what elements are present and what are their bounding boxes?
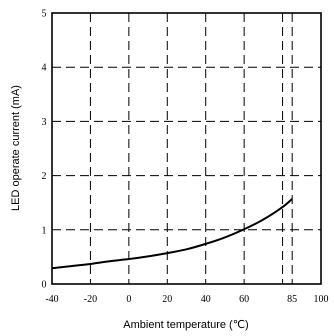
plot-frame	[51, 12, 322, 285]
y-tick-label: 1	[42, 225, 47, 236]
y-tick-label: 2	[42, 171, 47, 182]
grid-lines	[52, 13, 321, 284]
x-tick-label: 40	[201, 294, 211, 305]
x-tick-label: 0	[126, 294, 131, 305]
x-tick-label: 85	[287, 294, 297, 305]
x-tick-label: -40	[45, 294, 58, 305]
y-tick-label: 4	[42, 63, 47, 74]
x-tick-label: -20	[84, 294, 97, 305]
y-tick-label: 3	[42, 117, 47, 128]
x-tick-label: 20	[162, 294, 172, 305]
y-tick-label: 5	[42, 9, 47, 20]
x-axis-label: Ambient temperature (℃)	[123, 319, 248, 331]
tick-labels: -40 -20 0 20 40 60 85 100 0 1 2 3 4 5	[42, 9, 329, 306]
y-tick-label: 0	[42, 280, 47, 291]
series-line	[51, 198, 293, 270]
x-tick-label: 100	[314, 294, 329, 305]
x-tick-label: 60	[239, 294, 249, 305]
y-axis-label: LED operate current (mA)	[10, 85, 22, 211]
series-layer	[51, 198, 293, 270]
